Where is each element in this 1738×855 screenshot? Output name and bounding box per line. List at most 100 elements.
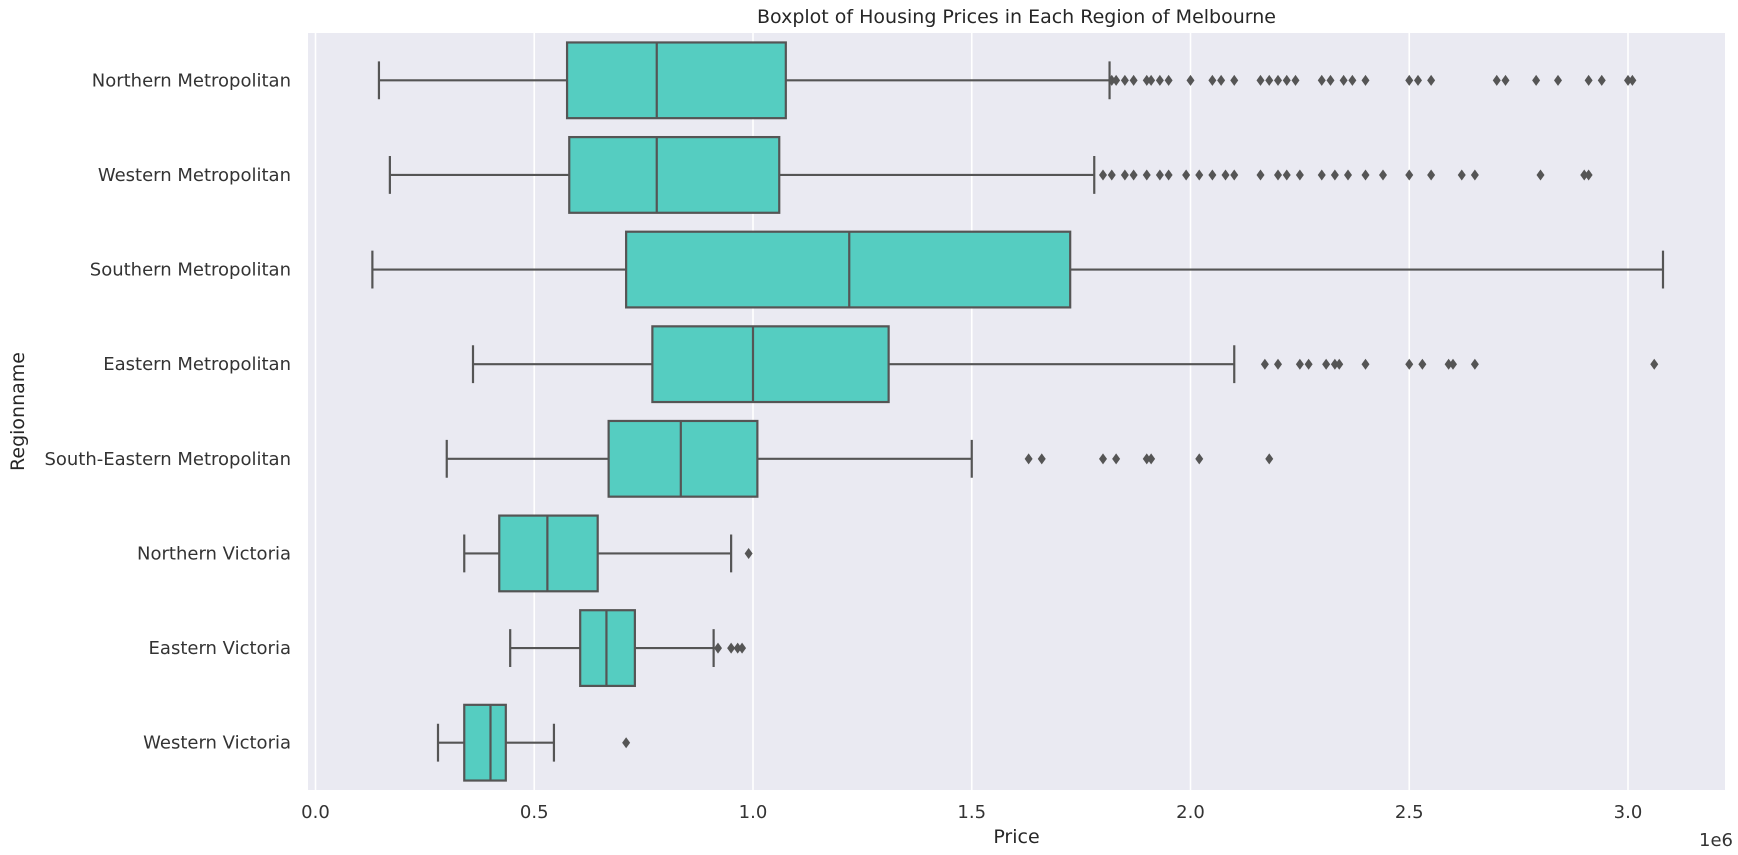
plot-background: [308, 33, 1725, 790]
outlier-point: [1120, 169, 1129, 181]
y-tick-label: Eastern Metropolitan: [103, 354, 291, 375]
box-group: [388, 135, 1593, 214]
outlier-point: [1274, 74, 1282, 86]
outlier-point: [1361, 358, 1370, 370]
outlier-point: [1348, 74, 1357, 86]
boxes: [371, 41, 1665, 782]
outlier-point: [1107, 74, 1116, 86]
outlier-point: [1282, 169, 1291, 181]
y-tick-label: Northern Victoria: [137, 543, 291, 564]
outlier-point: [1295, 169, 1304, 181]
x-tick-label: 3.0: [1614, 802, 1643, 823]
y-tick-label: Northern Metropolitan: [92, 70, 291, 91]
outlier-point: [1444, 358, 1453, 370]
x-axis-offset-label: 1e6: [1699, 830, 1733, 851]
outlier-point: [1120, 74, 1129, 86]
y-tick-label: Western Metropolitan: [98, 165, 291, 186]
outlier-point: [1265, 453, 1274, 465]
y-tick-label: Western Victoria: [143, 733, 291, 754]
outlier-point: [1129, 169, 1138, 181]
outlier-point: [1330, 169, 1339, 181]
iqr-box: [568, 135, 781, 214]
outlier-point: [1584, 169, 1593, 181]
outlier-point: [1536, 169, 1545, 181]
y-tick-label: Southern Metropolitan: [90, 260, 291, 281]
outlier-point: [1107, 169, 1116, 181]
outlier-point: [1155, 169, 1164, 181]
outlier-point: [1532, 74, 1541, 86]
outlier-point: [1260, 358, 1269, 370]
outlier-point: [1650, 358, 1659, 370]
x-tick-label: 0.0: [301, 802, 330, 823]
outlier-point: [1418, 358, 1427, 370]
outlier-point: [1492, 74, 1501, 86]
outlier-point: [1112, 453, 1121, 465]
outlier-point: [1322, 358, 1331, 370]
y-axis-title: Regionname: [7, 352, 29, 471]
outlier-point: [1099, 169, 1107, 181]
outlier-point: [1256, 169, 1265, 181]
x-ticks: 0.0 0.5 1.0 1.5 2.0 2.5 3.0: [301, 802, 1642, 823]
iqr-box: [463, 703, 507, 782]
outlier-point: [727, 642, 736, 654]
outlier-point: [1230, 169, 1239, 181]
box-group: [463, 514, 753, 593]
outlier-point: [1037, 453, 1046, 465]
outlier-point: [1414, 74, 1422, 86]
y-ticks: Northern Metropolitan Western Metropolita…: [44, 70, 291, 753]
x-tick-label: 1.0: [739, 802, 768, 823]
outlier-point: [1295, 358, 1304, 370]
box-group: [445, 419, 1274, 498]
outlier-point: [1304, 358, 1313, 370]
outlier-point: [1274, 358, 1282, 370]
y-tick-label: South-Eastern Metropolitan: [44, 449, 291, 470]
iqr-box: [565, 41, 787, 120]
outlier-point: [1164, 74, 1173, 86]
outlier-point: [1142, 453, 1151, 465]
outlier-point: [1554, 74, 1562, 86]
outlier-point: [1112, 74, 1121, 86]
outlier-point: [1230, 74, 1239, 86]
box-group: [371, 230, 1665, 309]
x-tick-label: 0.5: [520, 802, 549, 823]
outlier-point: [1265, 74, 1274, 86]
outlier-point: [1317, 74, 1326, 86]
outlier-point: [1099, 453, 1107, 465]
outlier-point: [1405, 169, 1414, 181]
outlier-point: [1379, 169, 1387, 181]
outlier-point: [1208, 74, 1217, 86]
outlier-point: [1129, 74, 1138, 86]
box-group: [436, 703, 631, 782]
outlier-point: [1256, 74, 1265, 86]
outlier-point: [1361, 169, 1370, 181]
x-tick-label: 2.0: [1176, 802, 1205, 823]
outlier-point: [1274, 169, 1282, 181]
outlier-point: [1405, 358, 1414, 370]
outlier-point: [1147, 74, 1156, 86]
outlier-point: [1221, 169, 1230, 181]
outlier-point: [1584, 74, 1593, 86]
iqr-box: [607, 419, 759, 498]
box-group: [377, 41, 1637, 120]
outlier-point: [1024, 453, 1033, 465]
outlier-point: [1217, 74, 1226, 86]
outlier-point: [1326, 74, 1335, 86]
outlier-point: [1208, 169, 1217, 181]
outlier-point: [1344, 169, 1352, 181]
outlier-point: [1427, 74, 1436, 86]
outlier-point: [1470, 358, 1479, 370]
x-tick-label: 2.5: [1395, 802, 1424, 823]
outlier-point: [1155, 74, 1164, 86]
outlier-point: [714, 642, 722, 654]
outlier-point: [1580, 169, 1589, 181]
x-tick-label: 1.5: [957, 802, 986, 823]
outlier-point: [1195, 453, 1204, 465]
outlier-point: [1427, 169, 1436, 181]
outlier-point: [1282, 74, 1291, 86]
outlier-point: [1339, 74, 1348, 86]
outlier-point: [1624, 74, 1632, 86]
chart-title: Boxplot of Housing Prices in Each Region…: [757, 6, 1276, 28]
outlier-point: [744, 547, 753, 559]
